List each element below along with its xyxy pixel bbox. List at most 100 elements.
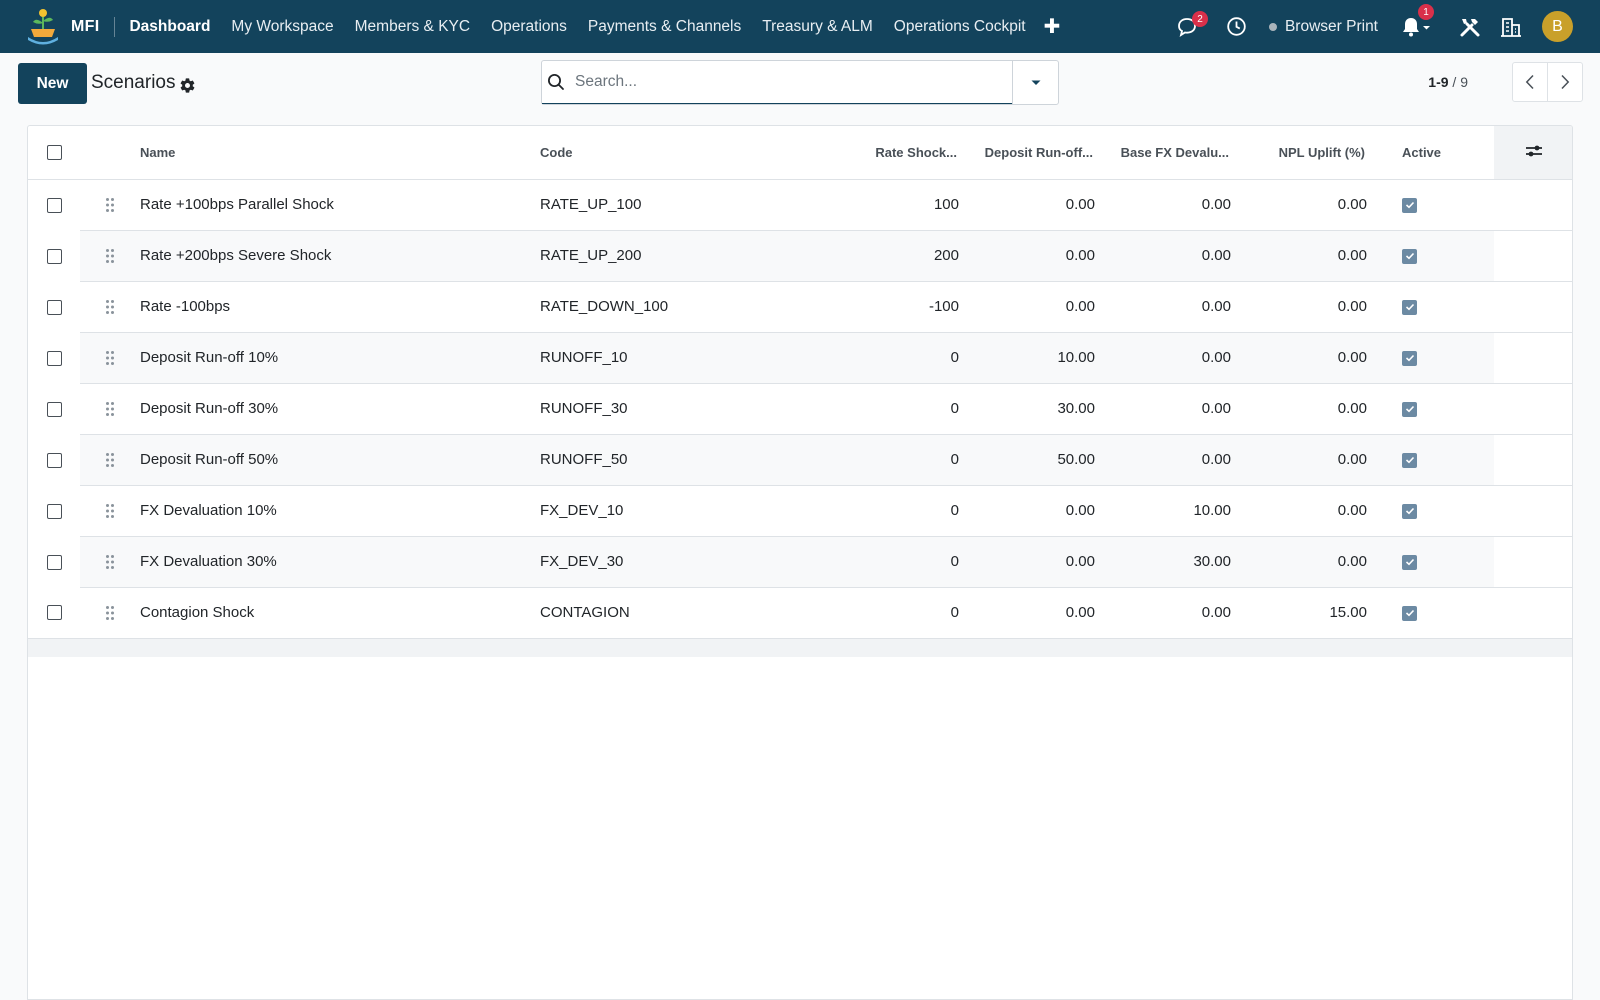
cell-base-fx-devaluation[interactable]: 30.00 <box>1095 536 1231 588</box>
settings-tools-button[interactable] <box>1458 0 1482 53</box>
table-row[interactable]: Contagion Shock CONTAGION 0 0.00 0.00 15… <box>28 587 1572 639</box>
menu-dashboard[interactable]: Dashboard <box>129 17 211 35</box>
cell-name[interactable]: Rate +100bps Parallel Shock <box>140 179 540 231</box>
row-checkbox[interactable] <box>46 197 62 213</box>
cell-base-fx-devaluation[interactable]: 0.00 <box>1095 230 1231 282</box>
new-button[interactable]: New <box>18 63 87 104</box>
active-checkbox[interactable] <box>1402 605 1417 621</box>
cell-rate-shock[interactable]: 0 <box>823 332 959 384</box>
cell-name[interactable]: FX Devaluation 30% <box>140 536 540 588</box>
row-checkbox[interactable] <box>46 401 62 417</box>
cell-code[interactable]: CONTAGION <box>540 587 823 639</box>
cell-name[interactable]: Deposit Run-off 10% <box>140 332 540 384</box>
active-checkbox[interactable] <box>1402 248 1417 264</box>
drag-handle-icon[interactable] <box>105 605 115 621</box>
cell-base-fx-devaluation[interactable]: 0.00 <box>1095 434 1231 486</box>
menu-treasury-alm[interactable]: Treasury & ALM <box>762 17 873 35</box>
cell-name[interactable]: Contagion Shock <box>140 587 540 639</box>
column-header-base-fx-devaluation[interactable]: Base FX Devalu... <box>1095 126 1231 180</box>
column-header-code[interactable]: Code <box>540 126 823 180</box>
cell-rate-shock[interactable]: 0 <box>823 383 959 435</box>
cell-name[interactable]: Rate +200bps Severe Shock <box>140 230 540 282</box>
pager-value[interactable]: 1-9 / 9 <box>1428 74 1468 90</box>
cell-base-fx-devaluation[interactable]: 10.00 <box>1095 485 1231 537</box>
cell-rate-shock[interactable]: -100 <box>823 281 959 333</box>
cell-code[interactable]: RATE_DOWN_100 <box>540 281 823 333</box>
row-checkbox[interactable] <box>46 554 62 570</box>
cell-base-fx-devaluation[interactable]: 0.00 <box>1095 587 1231 639</box>
cell-npl-uplift[interactable]: 0.00 <box>1231 230 1367 282</box>
pager-next-button[interactable] <box>1547 62 1583 102</box>
cell-deposit-runoff[interactable]: 10.00 <box>959 332 1095 384</box>
cell-deposit-runoff[interactable]: 0.00 <box>959 179 1095 231</box>
cell-rate-shock[interactable]: 200 <box>823 230 959 282</box>
cell-deposit-runoff[interactable]: 30.00 <box>959 383 1095 435</box>
active-checkbox[interactable] <box>1402 299 1417 315</box>
cell-deposit-runoff[interactable]: 0.00 <box>959 281 1095 333</box>
pager-previous-button[interactable] <box>1512 62 1548 102</box>
cell-rate-shock[interactable]: 0 <box>823 536 959 588</box>
cell-base-fx-devaluation[interactable]: 0.00 <box>1095 383 1231 435</box>
drag-handle-icon[interactable] <box>105 248 115 264</box>
notifications-button[interactable]: 1 <box>1400 0 1434 53</box>
active-checkbox[interactable] <box>1402 452 1417 468</box>
cell-active[interactable] <box>1367 383 1494 435</box>
cell-code[interactable]: RUNOFF_30 <box>540 383 823 435</box>
cell-rate-shock[interactable]: 0 <box>823 434 959 486</box>
active-checkbox[interactable] <box>1402 554 1417 570</box>
cell-npl-uplift[interactable]: 15.00 <box>1231 587 1367 639</box>
cell-rate-shock[interactable]: 0 <box>823 587 959 639</box>
cell-code[interactable]: FX_DEV_30 <box>540 536 823 588</box>
cell-deposit-runoff[interactable]: 0.00 <box>959 485 1095 537</box>
cell-active[interactable] <box>1367 485 1494 537</box>
cell-base-fx-devaluation[interactable]: 0.00 <box>1095 281 1231 333</box>
column-header-active[interactable]: Active <box>1367 126 1494 180</box>
cell-name[interactable]: Rate -100bps <box>140 281 540 333</box>
cell-code[interactable]: FX_DEV_10 <box>540 485 823 537</box>
cell-base-fx-devaluation[interactable]: 0.00 <box>1095 332 1231 384</box>
cell-active[interactable] <box>1367 434 1494 486</box>
cell-base-fx-devaluation[interactable]: 0.00 <box>1095 179 1231 231</box>
cell-deposit-runoff[interactable]: 50.00 <box>959 434 1095 486</box>
active-checkbox[interactable] <box>1402 503 1417 519</box>
drag-handle-icon[interactable] <box>105 350 115 366</box>
cell-npl-uplift[interactable]: 0.00 <box>1231 536 1367 588</box>
drag-handle-icon[interactable] <box>105 452 115 468</box>
cell-name[interactable]: FX Devaluation 10% <box>140 485 540 537</box>
column-header-npl-uplift[interactable]: NPL Uplift (%) <box>1231 126 1367 180</box>
drag-handle-icon[interactable] <box>105 503 115 519</box>
cell-deposit-runoff[interactable]: 0.00 <box>959 230 1095 282</box>
select-all-checkbox[interactable] <box>46 145 62 161</box>
cell-npl-uplift[interactable]: 0.00 <box>1231 281 1367 333</box>
cell-active[interactable] <box>1367 230 1494 282</box>
menu-operations[interactable]: Operations <box>491 17 567 35</box>
cell-deposit-runoff[interactable]: 0.00 <box>959 587 1095 639</box>
row-checkbox[interactable] <box>46 452 62 468</box>
cell-code[interactable]: RATE_UP_100 <box>540 179 823 231</box>
optional-columns-toggle[interactable] <box>1494 126 1572 180</box>
column-header-deposit-runoff[interactable]: Deposit Run-off... <box>959 126 1095 180</box>
page-title[interactable]: Scenarios <box>91 72 176 93</box>
menu-payments-channels[interactable]: Payments & Channels <box>587 17 742 35</box>
cell-active[interactable] <box>1367 179 1494 231</box>
cell-deposit-runoff[interactable]: 0.00 <box>959 536 1095 588</box>
drag-handle-icon[interactable] <box>105 554 115 570</box>
table-row[interactable]: FX Devaluation 30% FX_DEV_30 0 0.00 30.0… <box>28 536 1572 588</box>
cell-npl-uplift[interactable]: 0.00 <box>1231 332 1367 384</box>
cell-active[interactable] <box>1367 332 1494 384</box>
row-checkbox[interactable] <box>46 248 62 264</box>
cell-npl-uplift[interactable]: 0.00 <box>1231 383 1367 435</box>
cell-active[interactable] <box>1367 587 1494 639</box>
table-row[interactable]: Deposit Run-off 10% RUNOFF_10 0 10.00 0.… <box>28 332 1572 384</box>
company-switcher-button[interactable] <box>1500 0 1522 53</box>
drag-handle-icon[interactable] <box>105 197 115 213</box>
user-menu-button[interactable]: B <box>1542 0 1573 53</box>
active-checkbox[interactable] <box>1402 197 1417 213</box>
cell-name[interactable]: Deposit Run-off 50% <box>140 434 540 486</box>
messages-button[interactable]: 2 <box>1176 0 1208 53</box>
search-options-toggle[interactable] <box>1012 61 1058 104</box>
table-row[interactable]: Rate -100bps RATE_DOWN_100 -100 0.00 0.0… <box>28 281 1572 333</box>
row-checkbox[interactable] <box>46 299 62 315</box>
table-row[interactable]: Rate +200bps Severe Shock RATE_UP_200 20… <box>28 230 1572 282</box>
search-input[interactable] <box>575 73 995 91</box>
